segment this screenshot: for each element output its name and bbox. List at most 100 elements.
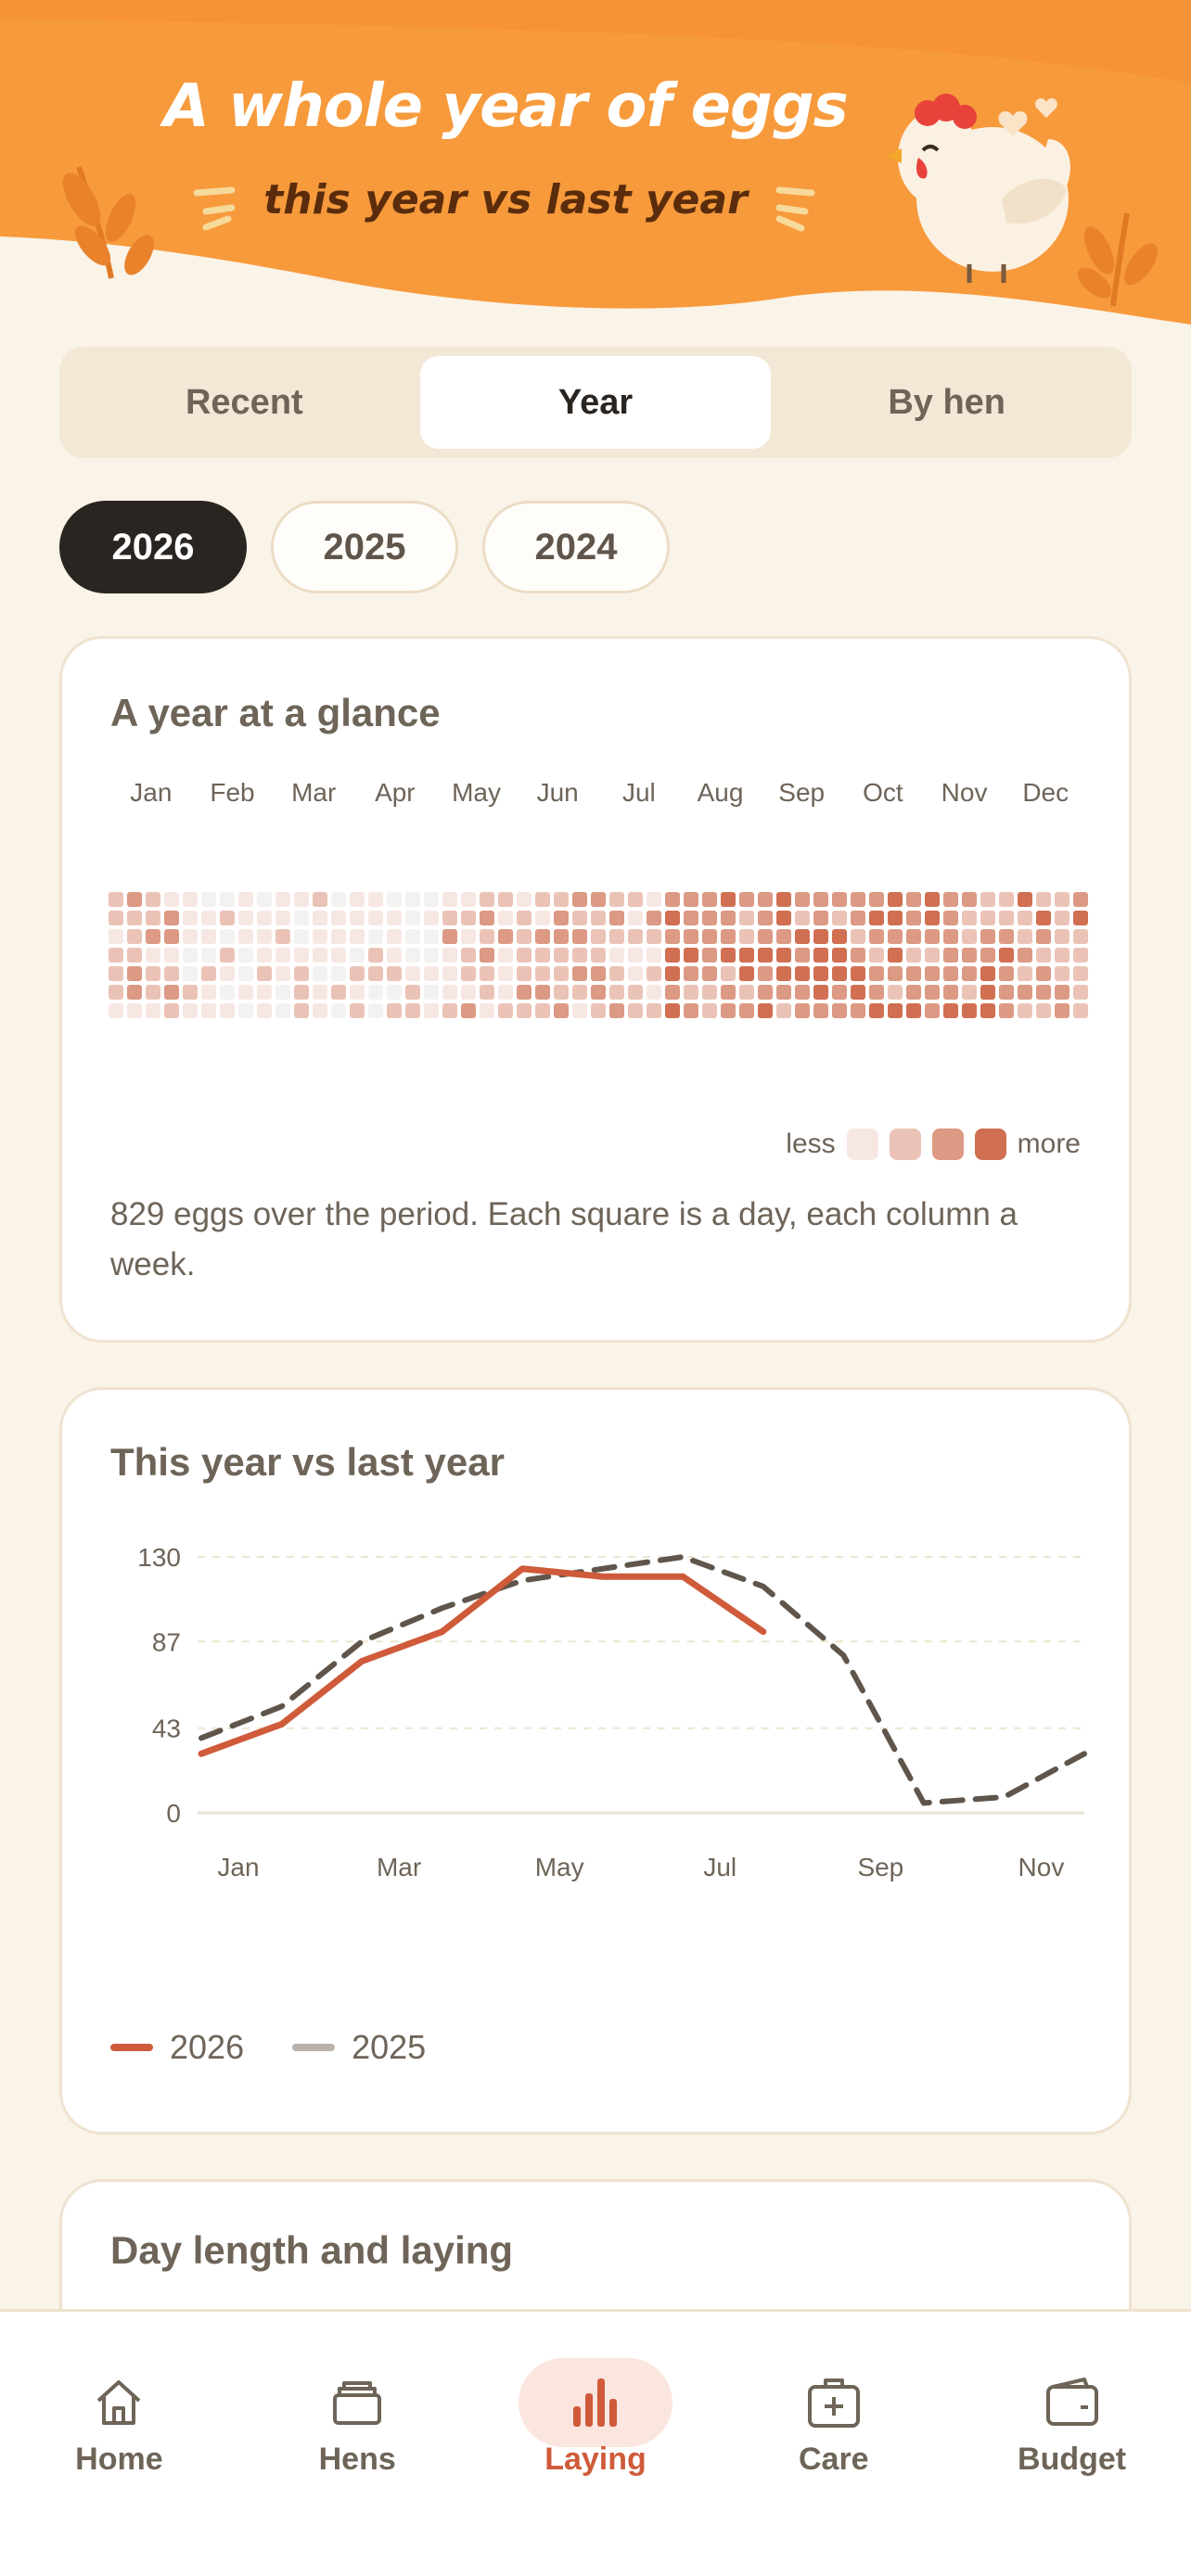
heatmap-day-cell: [721, 966, 736, 981]
heatmap-day-cell: [665, 985, 680, 1000]
legend-swatch: [974, 1129, 1006, 1160]
heatmap-day-cell: [609, 929, 624, 944]
heatmap-day-cell: [313, 892, 327, 907]
heatmap-day-cell: [999, 892, 1014, 907]
heatmap-day-cell: [442, 1003, 457, 1018]
heatmap-day-cell: [925, 985, 940, 1000]
heatmap-day-cell: [684, 911, 698, 925]
heatmap-day-cell: [146, 892, 160, 907]
heatmap-day-cell: [424, 929, 439, 944]
nav-item-hens[interactable]: Hens: [238, 2312, 477, 2479]
heatmap-day-cell: [609, 1003, 624, 1018]
heatmap-day-cell: [405, 966, 420, 981]
heatmap-day-cell: [721, 911, 736, 925]
heatmap-day-cell: [127, 911, 142, 925]
tab-by-hen[interactable]: By hen: [888, 382, 1006, 422]
heatmap-day-cell: [127, 1003, 142, 1018]
heatmap-day-cell: [628, 966, 643, 981]
heatmap-day-cell: [535, 1003, 550, 1018]
tab-recent[interactable]: Recent: [185, 382, 303, 422]
daylength-title: Day length and laying: [110, 2228, 514, 2272]
heatmap-day-cell: [1055, 929, 1069, 944]
heatmap-day-cell: [609, 948, 624, 963]
heatmap-day-cell: [609, 985, 624, 1000]
heatmap-month-label: Jul: [621, 778, 656, 807]
heatmap-day-cell: [591, 985, 606, 1000]
heatmap-day-cell: [851, 985, 865, 1000]
heatmap-day-cell: [442, 985, 457, 1000]
nav-item-care[interactable]: Care: [714, 2312, 953, 2479]
year-pill-2026[interactable]: 2026: [59, 501, 247, 593]
heatmap-day-cell: [313, 1003, 327, 1018]
heatmap-day-cell: [294, 948, 309, 963]
x-tick-label: Mar: [377, 1853, 421, 1881]
heatmap-day-cell: [275, 985, 290, 1000]
heatmap-day-cell: [999, 948, 1014, 963]
heatmap-day-cell: [758, 1003, 773, 1018]
heatmap-day-cell: [888, 892, 903, 907]
heatmap-month-label: Feb: [210, 778, 255, 807]
heatmap-day-cell: [1036, 948, 1051, 963]
heatmap-day-cell: [795, 892, 810, 907]
heatmap-day-cell: [350, 985, 365, 1000]
heatmap-day-cell: [480, 892, 494, 907]
heatmap-day-cell: [275, 948, 290, 963]
heatmap-day-cell: [220, 966, 235, 981]
heatmap-month-label: Nov: [941, 778, 988, 807]
heatmap-day-cell: [1018, 1003, 1032, 1018]
heatmap-day-cell: [962, 948, 977, 963]
heatmap-day-cell: [183, 892, 198, 907]
heatmap-day-cell: [164, 966, 179, 981]
year-pill-2024[interactable]: 2024: [482, 501, 670, 593]
heatmap-day-cell: [906, 911, 921, 925]
heatmap-day-cell: [257, 929, 272, 944]
x-tick-label: Jul: [703, 1853, 736, 1881]
heatmap-day-cell: [387, 1003, 402, 1018]
heatmap-day-cell: [313, 948, 327, 963]
heatmap-day-cell: [962, 929, 977, 944]
heatmap-day-cell: [925, 929, 940, 944]
heatmap-day-cell: [1073, 892, 1088, 907]
heatmap-day-cell: [609, 966, 624, 981]
legend-swatch: [846, 1129, 878, 1160]
heatmap-day-cell: [424, 985, 439, 1000]
heatmap-day-cell: [331, 911, 346, 925]
heatmap-day-cell: [405, 985, 420, 1000]
heatmap-day-cell: [813, 948, 828, 963]
heatmap-day-cell: [1055, 1003, 1069, 1018]
heatmap-day-cell: [480, 985, 494, 1000]
heatmap-day-cell: [109, 985, 123, 1000]
heatmap-day-cell: [906, 892, 921, 907]
heatmap-day-cell: [851, 929, 865, 944]
year-pill-2025[interactable]: 2025: [271, 501, 458, 593]
heatmap-day-cell: [813, 911, 828, 925]
heatmap-day-cell: [888, 948, 903, 963]
y-tick-label: 0: [166, 1799, 181, 1828]
heatmap-day-cell: [572, 966, 587, 981]
leaf-decor-right-icon: [1077, 212, 1158, 307]
nav-item-laying[interactable]: Laying: [477, 2312, 715, 2479]
heatmap-day-cell: [424, 948, 439, 963]
heatmap-day-cell: [498, 911, 513, 925]
nav-item-budget[interactable]: Budget: [953, 2312, 1191, 2479]
heatmap-day-cell: [684, 966, 698, 981]
heatmap-day-cell: [480, 911, 494, 925]
heatmap-day-cell: [220, 911, 235, 925]
heatmap-day-cell: [387, 929, 402, 944]
heatmap-day-cell: [220, 1003, 235, 1018]
heatmap-day-cell: [461, 892, 476, 907]
nav-label-budget: Budget: [1018, 2442, 1127, 2477]
nav-label-hens: Hens: [318, 2442, 396, 2477]
heatmap-day-cell: [1055, 911, 1069, 925]
heatmap-day-cell: [795, 948, 810, 963]
tab-year[interactable]: Year: [419, 356, 772, 449]
heatmap-day-cell: [257, 948, 272, 963]
heatmap-day-cell: [1018, 966, 1032, 981]
heatmap-day-cell: [702, 1003, 717, 1018]
legend-swatch-2026: [110, 2044, 153, 2051]
heatmap-day-cell: [350, 948, 365, 963]
heatmap-day-cell: [498, 929, 513, 944]
heatmap-day-cell: [238, 892, 253, 907]
nav-item-home[interactable]: Home: [0, 2312, 238, 2479]
heatmap-day-cell: [1018, 892, 1032, 907]
